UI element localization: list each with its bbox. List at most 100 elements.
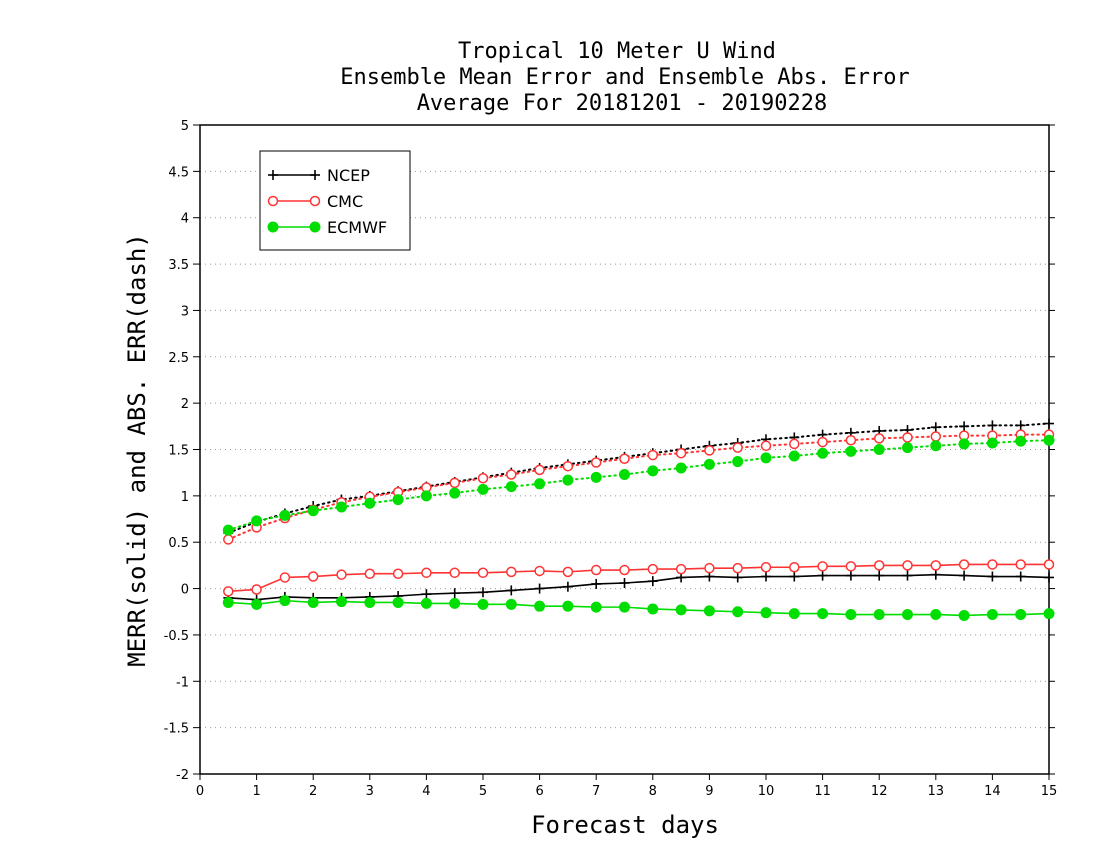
series-ncep xyxy=(223,418,1054,605)
ncep-mean-error-point xyxy=(874,570,885,581)
ecmwf-abs-error-point xyxy=(222,524,234,536)
ecmwf-abs-error-point xyxy=(703,458,715,470)
cmc-abs-error-point xyxy=(619,453,630,465)
cmc-abs-error-point xyxy=(902,432,913,443)
ecmwf-abs-error-point xyxy=(817,447,829,459)
y-tick-label: 4.5 xyxy=(168,165,189,180)
cmc-abs-error-point xyxy=(449,477,460,489)
ecmwf-mean-error-point xyxy=(392,596,404,608)
ecmwf-mean-error-point xyxy=(279,595,291,607)
cmc-mean-error-point xyxy=(760,561,772,573)
ncep-mean-error-point xyxy=(619,578,630,589)
cmc-mean-error-point xyxy=(251,584,262,595)
x-tick-label: 1 xyxy=(252,784,260,799)
y-tick-label: -2 xyxy=(176,768,189,783)
legend-box xyxy=(259,150,411,251)
cmc-mean-error-point xyxy=(590,564,602,576)
legend-label: NCEP xyxy=(327,166,370,185)
cmc-abs-error-point xyxy=(789,438,800,450)
cmc-mean-error-point xyxy=(675,563,687,575)
cmc-abs-error-point xyxy=(704,445,715,456)
y-tick-label: 3 xyxy=(181,304,189,319)
ecmwf-mean-error-point xyxy=(562,600,574,612)
ncep-mean-error-point xyxy=(1015,571,1026,582)
ecmwf-mean-error-point xyxy=(930,609,942,621)
x-tick-label: 12 xyxy=(871,784,888,799)
ncep-mean-error-point xyxy=(478,587,488,598)
ecmwf-abs-error-point xyxy=(534,478,546,490)
ecmwf-abs-error-point xyxy=(336,501,347,513)
ecmwf-abs-error-point xyxy=(788,450,800,462)
cmc-abs-error-line xyxy=(227,433,1050,541)
ecmwf-abs-error-point xyxy=(1043,434,1055,446)
legend-marker xyxy=(267,221,279,233)
ecmwf-mean-error-point xyxy=(477,598,489,610)
y-axis-label: MERR(solid) and ABS. ERR(dash) xyxy=(123,233,151,666)
ecmwf-abs-error-point xyxy=(1015,435,1027,447)
cmc-mean-error-point xyxy=(449,567,460,579)
ncep-mean-error-point xyxy=(562,581,573,592)
ecmwf-abs-error-point xyxy=(449,487,461,499)
ncep-mean-error-point xyxy=(902,570,913,581)
cmc-mean-error-point xyxy=(223,586,234,597)
x-tick-label: 6 xyxy=(535,784,543,799)
ncep-abs-error-point xyxy=(987,420,998,431)
cmc-mean-error-point xyxy=(477,567,489,579)
x-tick-label: 3 xyxy=(366,784,374,799)
series-layer xyxy=(222,418,1055,621)
cmc-mean-error-point xyxy=(789,561,800,573)
y-tick-label: 2.5 xyxy=(168,351,189,366)
legend-label: ECMWF xyxy=(327,218,387,237)
ncep-mean-error-point xyxy=(987,571,998,582)
ncep-mean-error-point xyxy=(930,569,941,580)
ecmwf-mean-error-point xyxy=(788,608,800,620)
ncep-mean-error-point xyxy=(959,570,970,581)
ecmwf-mean-error-point xyxy=(251,598,263,610)
cmc-mean-error-point xyxy=(1043,559,1055,570)
ecmwf-mean-error-point xyxy=(647,603,659,615)
ecmwf-abs-error-point xyxy=(930,440,942,452)
x-tick-label: 9 xyxy=(705,784,713,799)
ncep-abs-error-point xyxy=(1015,420,1026,431)
title-line-3: Average For 20181201 - 20190228 xyxy=(417,91,828,116)
ecmwf-mean-error-point xyxy=(845,609,857,621)
cmc-mean-error-point xyxy=(1015,559,1026,570)
x-tick-label: 7 xyxy=(592,784,600,799)
legend-item-ecmwf: ECMWF xyxy=(267,218,387,237)
cmc-mean-error-point xyxy=(534,565,545,577)
gridlines xyxy=(200,170,1049,729)
cmc-mean-error-point xyxy=(987,559,998,570)
cmc-mean-error-point xyxy=(817,561,828,572)
ecmwf-mean-error-point xyxy=(505,598,517,610)
ecmwf-mean-error-point xyxy=(534,600,546,612)
ncep-mean-error-point xyxy=(732,572,743,583)
y-tick-label: -0.5 xyxy=(164,629,189,644)
ecmwf-abs-error-point xyxy=(986,437,998,449)
ecmwf-mean-error-point xyxy=(902,609,913,621)
ncep-abs-error-point xyxy=(959,421,970,432)
cmc-abs-error-point xyxy=(590,457,602,468)
ecmwf-mean-error-point xyxy=(703,605,715,617)
cmc-abs-error-point xyxy=(506,469,517,480)
cmc-abs-error-point xyxy=(873,433,885,444)
ecmwf-mean-error-point xyxy=(732,606,744,618)
series-ecmwf xyxy=(222,434,1055,621)
ncep-mean-error-point xyxy=(647,576,658,587)
ecmwf-abs-error-point xyxy=(307,505,319,517)
ecmwf-mean-error-point xyxy=(675,604,687,616)
cmc-abs-error-point xyxy=(562,460,574,472)
ecmwf-abs-error-point xyxy=(420,490,432,502)
x-tick-label: 11 xyxy=(814,784,831,799)
ecmwf-abs-error-point xyxy=(845,445,857,457)
ncep-mean-error-line xyxy=(228,573,1050,601)
ncep-mean-error-point xyxy=(449,588,460,599)
cmc-abs-error-point xyxy=(647,449,659,461)
ncep-mean-error-point xyxy=(761,571,771,582)
legend-item-ncep: NCEP xyxy=(268,166,370,185)
legend-item-cmc: CMC xyxy=(267,192,363,211)
cmc-mean-error-point xyxy=(958,559,970,570)
ncep-mean-error-point xyxy=(1044,572,1054,583)
title-line-1: Tropical 10 Meter U Wind xyxy=(458,39,776,64)
y-tick-label: 0.5 xyxy=(168,536,189,551)
x-tick-label: 13 xyxy=(928,784,945,799)
